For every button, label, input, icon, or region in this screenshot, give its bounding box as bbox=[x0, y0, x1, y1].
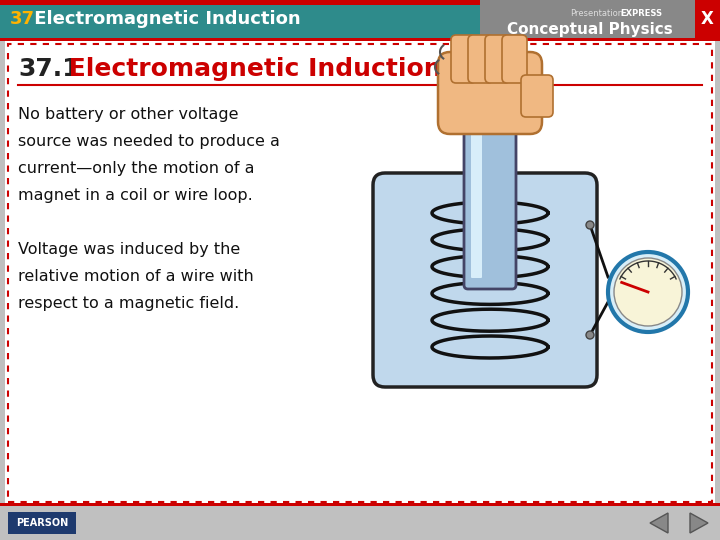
Bar bbox=[0, 505, 720, 540]
Polygon shape bbox=[650, 513, 668, 533]
Text: current—only the motion of a: current—only the motion of a bbox=[18, 161, 254, 176]
Text: source was needed to produce a: source was needed to produce a bbox=[18, 134, 280, 149]
Text: No battery or other voltage: No battery or other voltage bbox=[18, 107, 238, 122]
Circle shape bbox=[608, 252, 688, 332]
Polygon shape bbox=[690, 513, 708, 533]
FancyBboxPatch shape bbox=[8, 512, 76, 534]
Bar bbox=[0, 503, 720, 506]
Text: 37: 37 bbox=[10, 10, 35, 28]
FancyBboxPatch shape bbox=[468, 35, 493, 83]
Circle shape bbox=[586, 331, 594, 339]
Circle shape bbox=[614, 258, 682, 326]
FancyBboxPatch shape bbox=[464, 91, 516, 289]
FancyBboxPatch shape bbox=[451, 35, 476, 83]
Text: Conceptual Physics: Conceptual Physics bbox=[507, 22, 673, 37]
Bar bbox=[0, 0, 660, 5]
Text: respect to a magnetic field.: respect to a magnetic field. bbox=[18, 296, 239, 311]
Text: Presentation: Presentation bbox=[570, 9, 623, 18]
Text: Voltage was induced by the: Voltage was induced by the bbox=[18, 242, 240, 257]
Text: magnet in a coil or wire loop.: magnet in a coil or wire loop. bbox=[18, 188, 253, 203]
FancyBboxPatch shape bbox=[471, 102, 482, 278]
FancyBboxPatch shape bbox=[521, 75, 553, 117]
Text: EXPRESS: EXPRESS bbox=[620, 9, 662, 18]
Text: Electromagnetic Induction: Electromagnetic Induction bbox=[28, 10, 301, 28]
Text: X: X bbox=[701, 10, 714, 28]
Circle shape bbox=[586, 221, 594, 229]
FancyBboxPatch shape bbox=[0, 0, 720, 38]
FancyBboxPatch shape bbox=[695, 0, 720, 38]
FancyBboxPatch shape bbox=[438, 52, 542, 134]
Text: relative motion of a wire with: relative motion of a wire with bbox=[18, 269, 253, 284]
FancyBboxPatch shape bbox=[502, 35, 527, 83]
FancyBboxPatch shape bbox=[373, 173, 597, 387]
Text: Electromagnetic Induction: Electromagnetic Induction bbox=[60, 57, 441, 81]
Text: PEARSON: PEARSON bbox=[16, 518, 68, 528]
FancyBboxPatch shape bbox=[480, 0, 695, 38]
FancyBboxPatch shape bbox=[5, 41, 715, 505]
Text: 37.1: 37.1 bbox=[18, 57, 80, 81]
Bar bbox=[0, 38, 720, 41]
FancyBboxPatch shape bbox=[485, 35, 510, 83]
